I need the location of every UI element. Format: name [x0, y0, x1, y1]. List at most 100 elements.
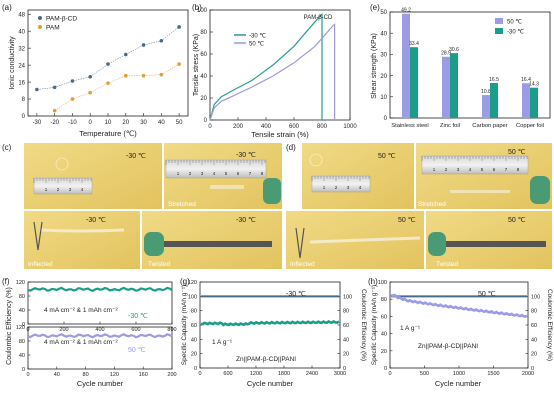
e-bar-label: 10.8	[481, 89, 491, 95]
g-ytick-label: 60	[191, 323, 197, 329]
e-category-label: Zinc foil	[440, 123, 460, 129]
g-temp: -30 ℃	[286, 291, 306, 298]
panel-d-tag: (d)	[286, 143, 296, 152]
panel-c-tag: (c)	[2, 143, 12, 152]
e-bar-1	[490, 83, 498, 118]
f-bottom-xtick-label: 40	[54, 372, 60, 378]
ruler-number: 2	[335, 185, 338, 190]
panel-a-ylabel: Ionic conductivity	[9, 36, 16, 90]
ruler-number: 1	[177, 171, 180, 176]
f-top-cond: 4 mA cm⁻² & 1 mAh cm⁻²	[44, 307, 119, 314]
ruler-d2	[421, 155, 529, 175]
a-xtick-label: 0	[89, 120, 93, 126]
panel-g-tag: (g)	[180, 277, 190, 286]
a-ytick-label: 24	[18, 63, 25, 69]
a-point-1	[177, 62, 181, 66]
gloved-hand-d	[530, 176, 550, 204]
f-top-xtick-label: 400	[95, 327, 104, 333]
h-capacity-line	[390, 293, 528, 318]
b-ytick-label: 80	[200, 30, 207, 36]
panel-h-tag: (h)	[368, 277, 378, 286]
g-xtick-label: 600	[223, 371, 232, 377]
f-bottom-xtick-label: 80	[83, 372, 89, 378]
c3-label: Inflected	[28, 261, 53, 268]
e-ytick-label: 0	[384, 116, 388, 122]
f-bottom-ytick-label: 120	[16, 325, 25, 331]
f-top-ytick-label: 120	[16, 280, 25, 286]
h-ytick-label: 100	[378, 280, 387, 286]
g-y2tick-label: 60	[343, 323, 349, 329]
panel-g-ylabel: Specific Capacity (mAh g⁻¹)	[181, 285, 188, 365]
h-xtick-label: 500	[420, 371, 429, 377]
g-xtick-label: 0	[198, 371, 201, 377]
g-y2tick-label: 0	[343, 366, 346, 372]
a-point-1	[106, 81, 110, 85]
a-point-0	[35, 87, 39, 92]
ruler-number: 3	[457, 167, 460, 172]
a-ytick-label: 0	[22, 114, 26, 120]
inflected-strip-d	[309, 236, 421, 244]
b-ytick-label: 20	[200, 96, 207, 102]
b-series-1	[209, 23, 336, 121]
f-bottom-ytick-label: 0	[22, 367, 25, 373]
ruler-number: 4	[359, 185, 362, 190]
e-ytick-label: 30	[380, 53, 387, 59]
ruler-number: 2	[189, 171, 192, 176]
e-category-label: Carbon paper	[472, 123, 508, 129]
panel-b-ylabel: Tensile stress (KPa)	[193, 34, 200, 96]
panel-f-xlabel: Cycle number	[77, 379, 124, 388]
h-temp: 50 ℃	[478, 291, 496, 298]
f-bottom-xtick-label: 200	[167, 372, 176, 378]
ruler-d1	[311, 175, 371, 193]
f-bottom-xtick-label: 120	[110, 372, 119, 378]
panel-b-axes	[209, 9, 351, 121]
ruler-number: 1	[45, 187, 48, 192]
a-point-1	[52, 108, 57, 113]
legend-b-hot: 50 ℃	[249, 42, 264, 48]
f-top-ytick-label: 40	[19, 308, 25, 314]
f-top-xtick-label: 800	[167, 327, 176, 333]
a-point-0	[52, 85, 57, 90]
h-rate: 1 A g⁻¹	[400, 325, 421, 332]
g-cell: Zn||PAM-β-CD||PANI	[236, 356, 296, 363]
ruler-number: 1	[433, 167, 436, 172]
tweezer	[33, 221, 43, 251]
e-bar-label: 14.3	[529, 82, 539, 88]
c4-temp: -30 ℃	[236, 217, 256, 224]
e-bar-label: 49.2	[401, 8, 411, 14]
panel-h-xlabel: Cycle number	[435, 379, 482, 388]
f-bottom-xtick-label: 160	[139, 372, 148, 378]
ruler-c2	[165, 159, 267, 179]
a-xtick-label: -10	[68, 120, 77, 126]
e-bar-label: 33.4	[409, 41, 419, 47]
g-xtick-label: 3000	[334, 371, 346, 377]
legend-marker-pam	[38, 25, 42, 29]
stretched-strip	[210, 185, 244, 189]
h-xtick-label: 1500	[487, 371, 499, 377]
panel-a-xlabel: Temperature (℃)	[79, 129, 137, 138]
a-series-line-1	[54, 63, 180, 111]
a-xtick-label: -30	[33, 120, 42, 126]
b-xtick-label: 400	[261, 124, 272, 130]
ruler-number: 1	[323, 185, 326, 190]
f-top-ytick-label: 0	[22, 322, 25, 328]
gloved-hand-d2	[428, 232, 446, 256]
e-bar-1	[530, 87, 538, 118]
h-xtick-label: 0	[388, 371, 391, 377]
f-top-ytick-label: 80	[19, 294, 25, 300]
h-ytick-label: 60	[381, 314, 387, 320]
f-bottom-ce-line	[27, 333, 173, 339]
b-xtick-label: 600	[289, 124, 300, 130]
e-bar-0	[482, 95, 490, 118]
panel-a-tag: (a)	[2, 3, 12, 12]
ruler-number: 3	[69, 187, 72, 192]
panel-b-tag: (b)	[192, 3, 202, 12]
d4-temp: 50 ℃	[508, 217, 526, 224]
a-point-0	[106, 62, 110, 66]
legend-b-cold: -30 ℃	[249, 34, 266, 40]
e-bar-0	[522, 83, 530, 118]
photo-d2	[416, 143, 552, 209]
h-ytick-label: 20	[381, 349, 387, 355]
panel-b-xlabel: Tensile strain (%)	[251, 130, 309, 139]
